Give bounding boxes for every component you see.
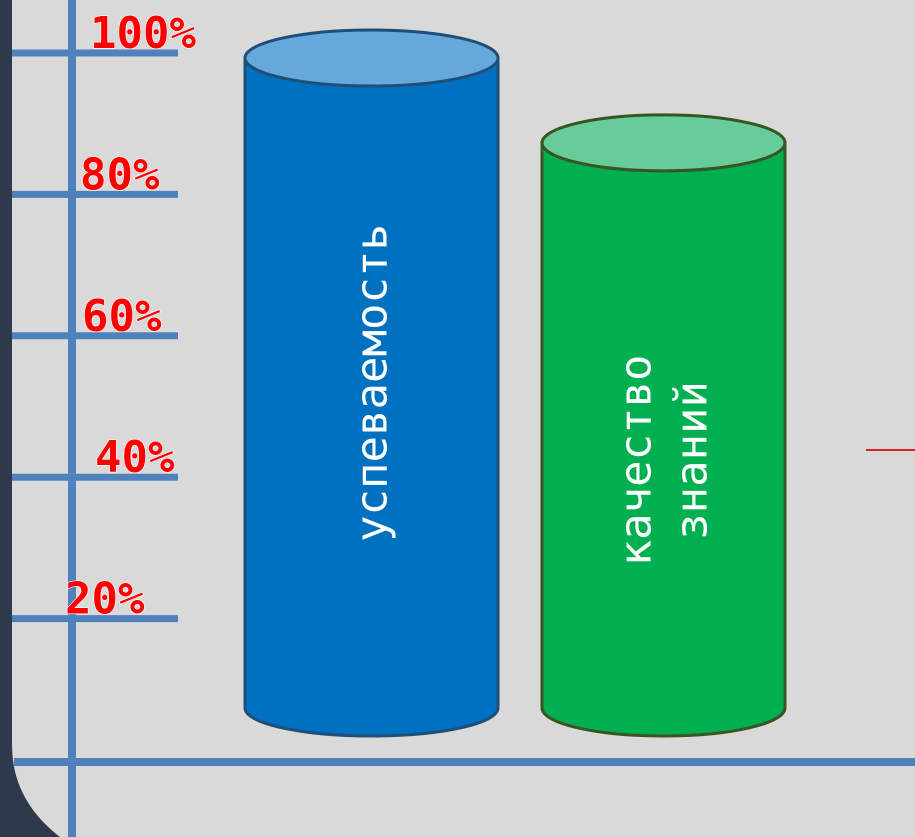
y-tick-label: 100% — [90, 8, 196, 59]
bar-label: знаний — [667, 381, 718, 540]
bar-label: качество — [611, 354, 662, 566]
y-tick-label: 20% — [65, 574, 145, 625]
bar-label: успеваемость — [347, 224, 398, 542]
bar-top — [243, 28, 500, 88]
frame-edge — [0, 0, 60, 837]
bars: успеваемость качество знаний — [243, 28, 787, 738]
bar-2: качество знаний — [540, 113, 787, 738]
y-tick-label: 40% — [95, 432, 175, 483]
y-tick-label: 60% — [82, 291, 162, 342]
bar-body — [243, 56, 500, 738]
y-ticks: 20% 40% 60% 80% 100% — [12, 7, 197, 625]
y-tick-label: 80% — [80, 149, 160, 200]
axes — [14, 0, 915, 837]
bar-top — [540, 113, 787, 173]
bar-1: успеваемость — [243, 28, 500, 738]
bar-body — [540, 141, 787, 738]
